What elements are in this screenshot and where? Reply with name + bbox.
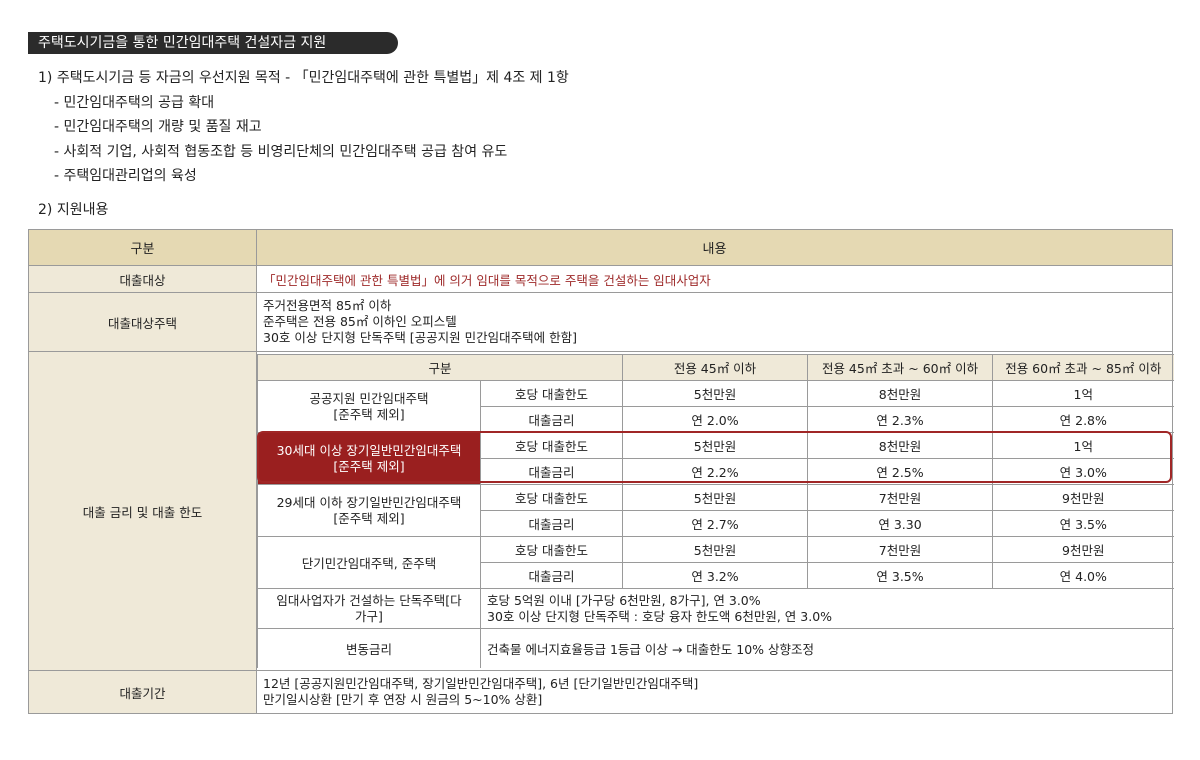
support-table: 구분 내용 대출대상 「민간임대주택에 관한 특별법」에 의거 임대를 목적으로…: [28, 229, 1174, 714]
detached-line: 호당 5억원 이내 [가구당 6천만원, 8가구], 연 3.0%: [487, 592, 761, 608]
header-content: 내용: [256, 229, 1173, 266]
row-label: 호당 대출한도: [479, 380, 624, 408]
house-line: 30호 이상 단지형 단독주택 [공공지원 민간임대주택에 한함]: [263, 330, 578, 345]
period-value: 12년 [공공지원민간임대주택, 장기일반민간임대주택], 6년 [단기일반민간…: [256, 670, 1173, 714]
target-label: 대출대상: [28, 265, 257, 293]
row-label: 대출금리: [479, 510, 624, 538]
cell-value: 연 3.30: [807, 510, 994, 538]
cell-value: 연 3.0%: [992, 458, 1174, 486]
support-heading: 2) 지원내용: [38, 202, 109, 218]
house-label: 대출대상주택: [28, 292, 257, 352]
header-category: 구분: [28, 229, 257, 266]
cell-value: 1억: [992, 380, 1174, 408]
cell-value: 연 2.2%: [622, 458, 809, 486]
detached-label: 임대사업자가 건설하는 단독주택[다 가구]: [257, 588, 481, 630]
cell-value: 연 2.5%: [807, 458, 994, 486]
detached-line: 30호 이상 단지형 단독주택 : 호당 융자 한도액 6천만원, 연 3.0%: [487, 608, 833, 624]
row-label: 호당 대출한도: [479, 484, 624, 512]
group-name-line: [준주택 제외]: [333, 510, 405, 526]
section-title: 주택도시기금을 통한 민간임대주택 건설자금 지원: [28, 32, 398, 54]
cell-value: 연 2.7%: [622, 510, 809, 538]
cell-value: 5천만원: [622, 380, 809, 408]
row-label: 호당 대출한도: [479, 432, 624, 460]
cell-value: 5천만원: [622, 432, 809, 460]
house-line: 주거전용면적 85㎡ 이하: [263, 298, 392, 313]
row-label: 호당 대출한도: [479, 536, 624, 564]
purpose-item: - 민간임대주택의 공급 확대: [54, 94, 215, 111]
purpose-item: - 주택임대관리업의 육성: [54, 168, 197, 184]
purpose-item: - 민간임대주택의 개량 및 품질 재고: [54, 119, 262, 135]
sub-header-area-3: 전용 60㎡ 초과 ~ 85㎡ 이하: [992, 354, 1174, 382]
cell-value: 연 3.2%: [622, 562, 809, 590]
purpose-item: - 사회적 기업, 사회적 협동조합 등 비영리단체의 민간임대주택 공급 참여…: [54, 143, 508, 160]
house-line: 준주택은 전용 85㎡ 이하인 오피스텔: [263, 314, 457, 329]
detached-label-line: 임대사업자가 건설하는 단독주택[다: [276, 592, 462, 608]
sub-header-area-1: 전용 45㎡ 이하: [622, 354, 809, 382]
group-name-line: [준주택 제외]: [333, 458, 405, 474]
sub-header-area-2: 전용 45㎡ 초과 ~ 60㎡ 이하: [807, 354, 994, 382]
house-value: 주거전용면적 85㎡ 이하 준주택은 전용 85㎡ 이하인 오피스텔 30호 이…: [256, 292, 1173, 352]
row-label: 대출금리: [479, 458, 624, 486]
group-name-line: [준주택 제외]: [333, 406, 405, 422]
period-label: 대출기간: [28, 670, 257, 714]
group-name-line: 30세대 이상 장기일반민간임대주택: [276, 442, 462, 458]
group-name-line: 공공지원 민간임대주택: [309, 390, 429, 406]
cell-value: 9천만원: [992, 536, 1174, 564]
rate-subtable-cell: 구분 전용 45㎡ 이하 전용 45㎡ 초과 ~ 60㎡ 이하 전용 60㎡ 초…: [256, 351, 1174, 671]
cell-value: 5천만원: [622, 484, 809, 512]
group-name-highlighted: 30세대 이상 장기일반민간임대주택 [준주택 제외]: [257, 432, 481, 486]
floating-rate-label: 변동금리: [257, 628, 481, 668]
cell-value: 연 2.3%: [807, 406, 994, 434]
rate-label: 대출 금리 및 대출 한도: [28, 351, 257, 671]
cell-value: 1억: [992, 432, 1174, 460]
cell-value: 연 4.0%: [992, 562, 1174, 590]
group-name: 단기민간임대주택, 준주택: [257, 536, 481, 590]
group-name-line: 29세대 이하 장기일반민간임대주택: [276, 494, 462, 510]
group-name-line: 단기민간임대주택, 준주택: [301, 556, 437, 572]
detached-value: 호당 5억원 이내 [가구당 6천만원, 8가구], 연 3.0% 30호 이상…: [479, 588, 1174, 630]
cell-value: 5천만원: [622, 536, 809, 564]
purpose-heading: 1) 주택도시기금 등 자금의 우선지원 목적 - 「민간임대주택에 관한 특별…: [38, 70, 569, 86]
cell-value: 7천만원: [807, 536, 994, 564]
period-line: 12년 [공공지원민간임대주택, 장기일반민간임대주택], 6년 [단기일반민간…: [263, 676, 699, 691]
detached-label-line: 가구]: [355, 608, 383, 624]
cell-value: 7천만원: [807, 484, 994, 512]
cell-value: 연 2.8%: [992, 406, 1174, 434]
cell-value: 9천만원: [992, 484, 1174, 512]
group-name: 29세대 이하 장기일반민간임대주택 [준주택 제외]: [257, 484, 481, 538]
group-name: 공공지원 민간임대주택 [준주택 제외]: [257, 380, 481, 434]
cell-value: 8천만원: [807, 432, 994, 460]
cell-value: 연 3.5%: [992, 510, 1174, 538]
cell-value: 연 3.5%: [807, 562, 994, 590]
cell-value: 연 2.0%: [622, 406, 809, 434]
floating-rate-value: 건축물 에너지효율등급 1등급 이상 → 대출한도 10% 상향조정: [479, 628, 1174, 668]
row-label: 대출금리: [479, 406, 624, 434]
sub-header-category: 구분: [256, 354, 624, 382]
cell-value: 8천만원: [807, 380, 994, 408]
purpose-section: 1) 주택도시기금 등 자금의 우선지원 목적 - 「민간임대주택에 관한 특별…: [38, 66, 569, 189]
period-line: 만기일시상환 [만기 후 연장 시 원금의 5~10% 상환]: [263, 692, 543, 707]
rate-subtable: 구분 전용 45㎡ 이하 전용 45㎡ 초과 ~ 60㎡ 이하 전용 60㎡ 초…: [256, 354, 1174, 668]
target-value: 「민간임대주택에 관한 특별법」에 의거 임대를 목적으로 주택을 건설하는 임…: [256, 265, 1173, 293]
row-label: 대출금리: [479, 562, 624, 590]
